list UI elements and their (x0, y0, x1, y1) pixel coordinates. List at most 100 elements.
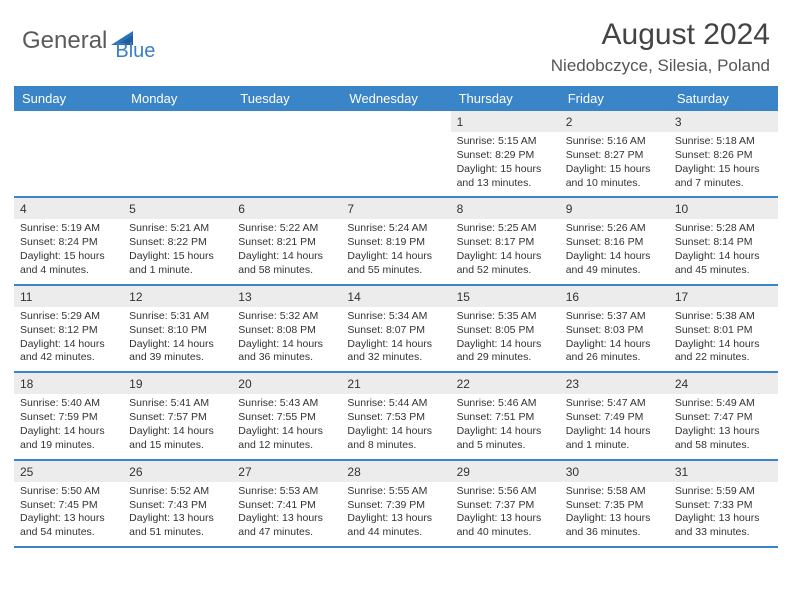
day-details (341, 118, 450, 127)
day-number: 6 (232, 198, 341, 219)
sunrise-text: Sunrise: 5:18 AM (675, 135, 772, 149)
sunrise-text: Sunrise: 5:29 AM (20, 310, 117, 324)
daylight-text: Daylight: 14 hours and 39 minutes. (129, 338, 226, 366)
daylight-text: Daylight: 15 hours and 10 minutes. (566, 163, 663, 191)
sunrise-text: Sunrise: 5:40 AM (20, 397, 117, 411)
day-details: Sunrise: 5:18 AMSunset: 8:26 PMDaylight:… (669, 132, 778, 196)
week-row: 1Sunrise: 5:15 AMSunset: 8:29 PMDaylight… (14, 111, 778, 198)
sunrise-text: Sunrise: 5:26 AM (566, 222, 663, 236)
day-details: Sunrise: 5:53 AMSunset: 7:41 PMDaylight:… (232, 482, 341, 546)
day-details: Sunrise: 5:35 AMSunset: 8:05 PMDaylight:… (451, 307, 560, 371)
day-cell: 28Sunrise: 5:55 AMSunset: 7:39 PMDayligh… (341, 461, 450, 546)
daylight-text: Daylight: 13 hours and 36 minutes. (566, 512, 663, 540)
daylight-text: Daylight: 15 hours and 7 minutes. (675, 163, 772, 191)
day-cell: 2Sunrise: 5:16 AMSunset: 8:27 PMDaylight… (560, 111, 669, 196)
day-cell: 22Sunrise: 5:46 AMSunset: 7:51 PMDayligh… (451, 373, 560, 458)
daylight-text: Daylight: 13 hours and 40 minutes. (457, 512, 554, 540)
day-number: 20 (232, 373, 341, 394)
daylight-text: Daylight: 14 hours and 52 minutes. (457, 250, 554, 278)
sunset-text: Sunset: 7:59 PM (20, 411, 117, 425)
sunset-text: Sunset: 8:07 PM (347, 324, 444, 338)
sunset-text: Sunset: 7:53 PM (347, 411, 444, 425)
day-cell: 5Sunrise: 5:21 AMSunset: 8:22 PMDaylight… (123, 198, 232, 283)
day-details: Sunrise: 5:34 AMSunset: 8:07 PMDaylight:… (341, 307, 450, 371)
sunrise-text: Sunrise: 5:28 AM (675, 222, 772, 236)
week-row: 4Sunrise: 5:19 AMSunset: 8:24 PMDaylight… (14, 198, 778, 285)
sunrise-text: Sunrise: 5:44 AM (347, 397, 444, 411)
day-cell: 16Sunrise: 5:37 AMSunset: 8:03 PMDayligh… (560, 286, 669, 371)
sunrise-text: Sunrise: 5:22 AM (238, 222, 335, 236)
day-number: 19 (123, 373, 232, 394)
logo: General Blue (22, 18, 155, 63)
day-number: 29 (451, 461, 560, 482)
day-cell: 4Sunrise: 5:19 AMSunset: 8:24 PMDaylight… (14, 198, 123, 283)
day-cell: 12Sunrise: 5:31 AMSunset: 8:10 PMDayligh… (123, 286, 232, 371)
day-number: 3 (669, 111, 778, 132)
sunset-text: Sunset: 7:45 PM (20, 499, 117, 513)
day-cell: 20Sunrise: 5:43 AMSunset: 7:55 PMDayligh… (232, 373, 341, 458)
day-details: Sunrise: 5:37 AMSunset: 8:03 PMDaylight:… (560, 307, 669, 371)
sunset-text: Sunset: 7:51 PM (457, 411, 554, 425)
day-number: 24 (669, 373, 778, 394)
day-number: 1 (451, 111, 560, 132)
sunrise-text: Sunrise: 5:55 AM (347, 485, 444, 499)
day-cell: 21Sunrise: 5:44 AMSunset: 7:53 PMDayligh… (341, 373, 450, 458)
location-text: Niedobczyce, Silesia, Poland (551, 56, 770, 76)
daylight-text: Daylight: 14 hours and 15 minutes. (129, 425, 226, 453)
day-number: 23 (560, 373, 669, 394)
sunset-text: Sunset: 8:19 PM (347, 236, 444, 250)
sunset-text: Sunset: 8:03 PM (566, 324, 663, 338)
dow-cell: Wednesday (341, 86, 450, 111)
day-number (123, 111, 232, 118)
sunrise-text: Sunrise: 5:53 AM (238, 485, 335, 499)
day-number: 14 (341, 286, 450, 307)
sunrise-text: Sunrise: 5:59 AM (675, 485, 772, 499)
day-cell: 17Sunrise: 5:38 AMSunset: 8:01 PMDayligh… (669, 286, 778, 371)
logo-text-blue: Blue (115, 40, 155, 63)
daylight-text: Daylight: 14 hours and 42 minutes. (20, 338, 117, 366)
daylight-text: Daylight: 13 hours and 54 minutes. (20, 512, 117, 540)
day-number: 11 (14, 286, 123, 307)
daylight-text: Daylight: 14 hours and 32 minutes. (347, 338, 444, 366)
day-cell: 19Sunrise: 5:41 AMSunset: 7:57 PMDayligh… (123, 373, 232, 458)
sunrise-text: Sunrise: 5:56 AM (457, 485, 554, 499)
day-number: 21 (341, 373, 450, 394)
sunset-text: Sunset: 8:10 PM (129, 324, 226, 338)
header: General Blue August 2024 Niedobczyce, Si… (0, 0, 792, 84)
day-cell (123, 111, 232, 196)
week-row: 25Sunrise: 5:50 AMSunset: 7:45 PMDayligh… (14, 461, 778, 548)
day-cell: 26Sunrise: 5:52 AMSunset: 7:43 PMDayligh… (123, 461, 232, 546)
month-title: August 2024 (551, 18, 770, 52)
day-cell: 27Sunrise: 5:53 AMSunset: 7:41 PMDayligh… (232, 461, 341, 546)
sunset-text: Sunset: 8:17 PM (457, 236, 554, 250)
day-details: Sunrise: 5:29 AMSunset: 8:12 PMDaylight:… (14, 307, 123, 371)
daylight-text: Daylight: 14 hours and 19 minutes. (20, 425, 117, 453)
day-cell (14, 111, 123, 196)
daylight-text: Daylight: 14 hours and 22 minutes. (675, 338, 772, 366)
sunrise-text: Sunrise: 5:35 AM (457, 310, 554, 324)
daylight-text: Daylight: 14 hours and 55 minutes. (347, 250, 444, 278)
daylight-text: Daylight: 14 hours and 36 minutes. (238, 338, 335, 366)
day-details: Sunrise: 5:56 AMSunset: 7:37 PMDaylight:… (451, 482, 560, 546)
sunset-text: Sunset: 7:41 PM (238, 499, 335, 513)
logo-text-general: General (22, 27, 107, 55)
day-cell: 7Sunrise: 5:24 AMSunset: 8:19 PMDaylight… (341, 198, 450, 283)
daylight-text: Daylight: 14 hours and 45 minutes. (675, 250, 772, 278)
sunrise-text: Sunrise: 5:34 AM (347, 310, 444, 324)
day-details: Sunrise: 5:19 AMSunset: 8:24 PMDaylight:… (14, 219, 123, 283)
day-details: Sunrise: 5:46 AMSunset: 7:51 PMDaylight:… (451, 394, 560, 458)
sunset-text: Sunset: 7:57 PM (129, 411, 226, 425)
sunset-text: Sunset: 8:08 PM (238, 324, 335, 338)
sunset-text: Sunset: 8:22 PM (129, 236, 226, 250)
sunset-text: Sunset: 7:55 PM (238, 411, 335, 425)
day-cell: 29Sunrise: 5:56 AMSunset: 7:37 PMDayligh… (451, 461, 560, 546)
day-cell: 11Sunrise: 5:29 AMSunset: 8:12 PMDayligh… (14, 286, 123, 371)
sunrise-text: Sunrise: 5:43 AM (238, 397, 335, 411)
day-number: 15 (451, 286, 560, 307)
day-details (232, 118, 341, 127)
day-details: Sunrise: 5:52 AMSunset: 7:43 PMDaylight:… (123, 482, 232, 546)
day-cell: 15Sunrise: 5:35 AMSunset: 8:05 PMDayligh… (451, 286, 560, 371)
sunset-text: Sunset: 7:47 PM (675, 411, 772, 425)
daylight-text: Daylight: 14 hours and 26 minutes. (566, 338, 663, 366)
sunrise-text: Sunrise: 5:49 AM (675, 397, 772, 411)
